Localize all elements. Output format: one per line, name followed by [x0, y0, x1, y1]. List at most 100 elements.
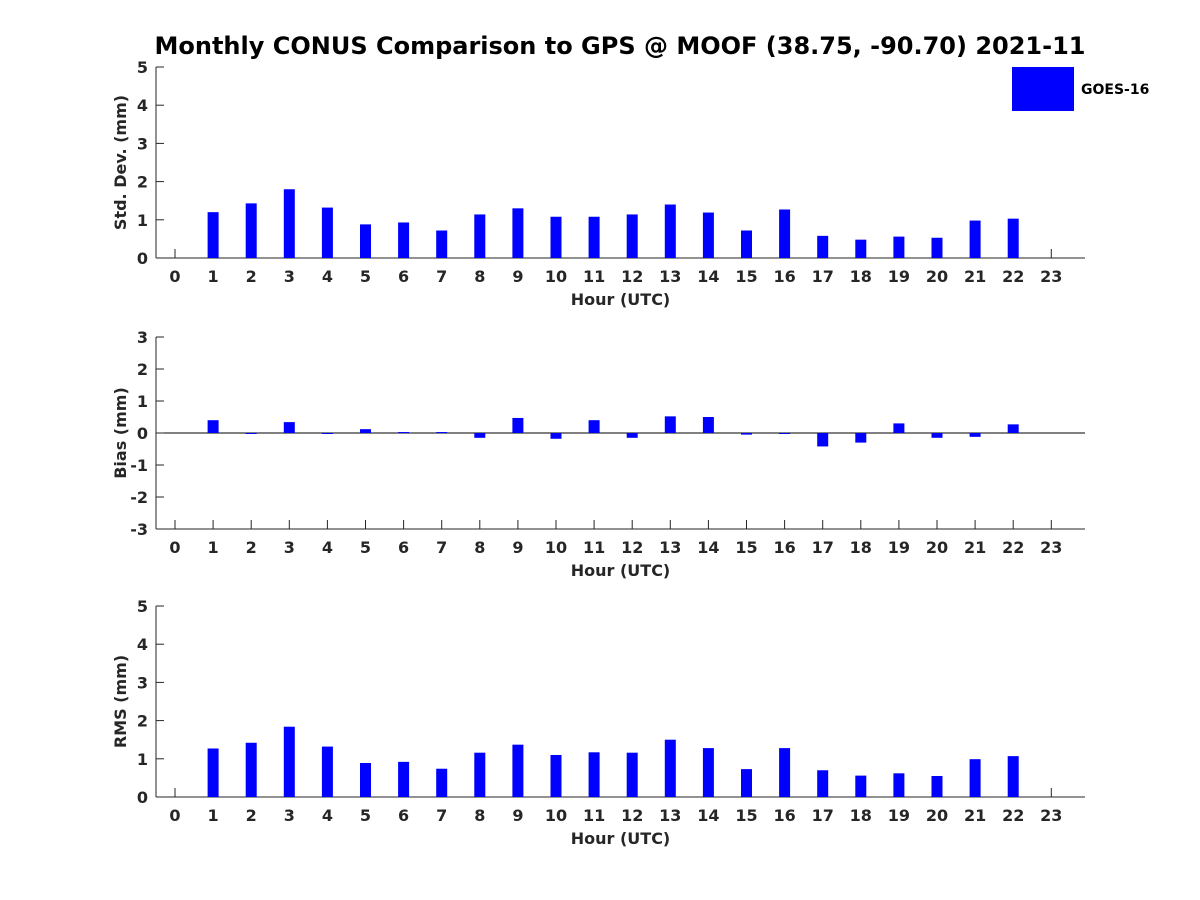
rms-bar	[474, 752, 486, 797]
legend-label: GOES-16	[1081, 82, 1149, 98]
bias-bar	[474, 433, 486, 438]
std-dev-x-tick-label: 3	[284, 267, 295, 286]
rms-x-tick-label: 4	[322, 806, 333, 825]
rms-bar	[550, 754, 562, 797]
std-dev-x-tick-label: 19	[888, 267, 910, 286]
bias-bar	[512, 417, 524, 433]
bias-x-tick-label: 6	[398, 538, 409, 557]
std-dev-bar	[550, 216, 562, 258]
bias-bar	[969, 433, 981, 437]
rms-bar	[283, 726, 295, 797]
bias-bar	[741, 433, 752, 435]
bias-x-tick-label: 13	[659, 538, 681, 557]
std-dev-bar	[931, 237, 943, 258]
rms-x-tick-label: 9	[512, 806, 523, 825]
std-dev-x-tick-label: 22	[1002, 267, 1024, 286]
rms-x-tick-label: 15	[735, 806, 757, 825]
rms-x-tick-label: 14	[697, 806, 719, 825]
rms-x-tick-label: 23	[1040, 806, 1062, 825]
std-dev-x-tick-label: 5	[360, 267, 371, 286]
std-dev-y-tick-label: 4	[137, 96, 148, 115]
std-dev-bar	[1007, 218, 1019, 258]
std-dev-bar	[436, 230, 448, 258]
rms-x-tick-label: 19	[888, 806, 910, 825]
bias-y-tick-label: -2	[130, 488, 148, 507]
std-dev-x-tick-label: 10	[545, 267, 567, 286]
std-dev-x-tick-label: 12	[621, 267, 643, 286]
rms-bar	[969, 759, 981, 797]
bias-bar	[702, 417, 714, 433]
bias-x-tick-label: 20	[926, 538, 948, 557]
rms-x-tick-label: 11	[583, 806, 605, 825]
rms-x-tick-label: 13	[659, 806, 681, 825]
rms-x-tick-label: 17	[812, 806, 834, 825]
std-dev-bar	[702, 212, 714, 258]
std-dev-x-tick-label: 9	[512, 267, 523, 286]
bias-x-tick-label: 4	[322, 538, 333, 557]
bias-y-tick-label: -3	[130, 520, 148, 539]
bias-bar	[436, 432, 448, 434]
bias-x-tick-label: 5	[360, 538, 371, 557]
bias-bar	[398, 432, 410, 434]
bias-y-tick-label: 3	[137, 328, 148, 347]
std-dev-bar	[855, 239, 867, 258]
rms-bar	[436, 768, 448, 797]
bias-x-tick-label: 11	[583, 538, 605, 557]
std-dev-bar	[321, 207, 333, 258]
rms-bar	[1007, 756, 1019, 797]
std-dev-bar	[245, 203, 257, 258]
std-dev-y-tick-label: 2	[137, 173, 148, 192]
rms-x-axis-label: Hour (UTC)	[571, 829, 671, 848]
bias-x-tick-label: 0	[169, 538, 180, 557]
std-dev-y-axis-label: Std. Dev. (mm)	[111, 95, 130, 230]
bias-x-tick-label: 21	[964, 538, 986, 557]
rms-x-tick-label: 16	[773, 806, 795, 825]
bias-x-tick-label: 16	[773, 538, 795, 557]
bias-x-axis-label: Hour (UTC)	[571, 561, 671, 580]
bias-y-tick-label: 1	[137, 392, 148, 411]
bias-bar	[588, 420, 600, 433]
rms-y-tick-label: 1	[137, 750, 148, 769]
bias-bar	[626, 433, 638, 438]
std-dev-x-axis-label: Hour (UTC)	[571, 290, 671, 309]
std-dev-bar	[398, 222, 410, 258]
std-dev-x-tick-label: 14	[697, 267, 719, 286]
std-dev-x-tick-label: 16	[773, 267, 795, 286]
std-dev-x-tick-label: 23	[1040, 267, 1062, 286]
bias-bar	[855, 433, 867, 443]
rms-x-tick-label: 21	[964, 806, 986, 825]
rms-bar	[588, 752, 600, 797]
bias-y-tick-label: -1	[130, 456, 148, 475]
bias-bar	[283, 422, 295, 433]
rms-x-tick-label: 22	[1002, 806, 1024, 825]
rms-x-tick-label: 2	[246, 806, 257, 825]
std-dev-x-tick-label: 4	[322, 267, 333, 286]
rms-x-tick-label: 7	[436, 806, 447, 825]
rms-bar	[398, 761, 410, 797]
bias-x-tick-label: 23	[1040, 538, 1062, 557]
rms-y-tick-label: 0	[137, 788, 148, 807]
rms-bar	[741, 769, 752, 797]
bias-x-tick-label: 12	[621, 538, 643, 557]
rms-x-tick-label: 6	[398, 806, 409, 825]
bias-x-tick-label: 15	[735, 538, 757, 557]
bias-x-tick-label: 10	[545, 538, 567, 557]
std-dev-x-tick-label: 7	[436, 267, 447, 286]
std-dev-bar	[817, 235, 829, 258]
std-dev-bar	[207, 212, 219, 258]
rms-x-tick-label: 20	[926, 806, 948, 825]
rms-bar	[931, 775, 943, 797]
bias-bar	[321, 433, 333, 434]
bias-x-tick-label: 22	[1002, 538, 1024, 557]
std-dev-bar	[741, 230, 752, 258]
std-dev-y-tick-label: 3	[137, 134, 148, 153]
bias-bar	[550, 433, 562, 439]
rms-bar	[626, 752, 638, 797]
std-dev-x-tick-label: 11	[583, 267, 605, 286]
rms-bar	[360, 763, 371, 797]
bias-x-tick-label: 7	[436, 538, 447, 557]
rms-x-tick-label: 3	[284, 806, 295, 825]
rms-x-tick-label: 0	[169, 806, 180, 825]
